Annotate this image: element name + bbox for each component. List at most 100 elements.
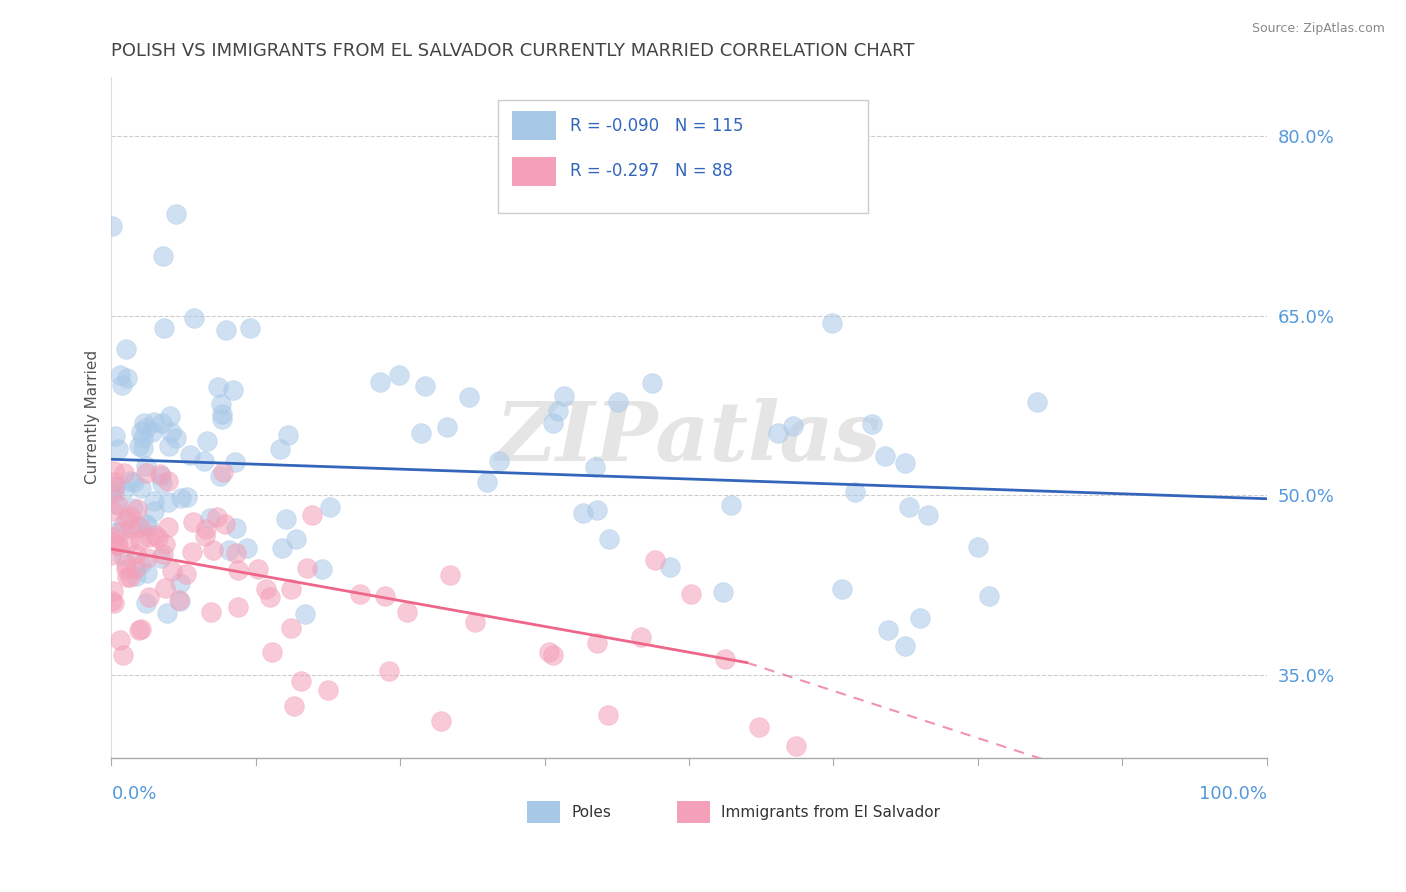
Point: [247, 562, 270, 576]
Point: [159, 409, 181, 423]
Point: [136, 566, 159, 580]
Point: [129, 557, 152, 571]
Point: [156, 474, 179, 488]
Point: [141, 425, 163, 439]
Point: [176, 491, 198, 505]
Point: [104, 497, 127, 511]
Point: [644, 552, 666, 566]
Point: [214, 323, 236, 337]
Point: [260, 645, 283, 659]
Point: [200, 606, 222, 620]
Point: [218, 543, 240, 558]
Point: [100, 219, 122, 233]
Point: [167, 592, 190, 607]
Point: [284, 532, 307, 546]
Point: [117, 535, 139, 549]
Text: R = -0.090   N = 115: R = -0.090 N = 115: [569, 117, 744, 135]
Point: [225, 520, 247, 534]
Point: [169, 575, 191, 590]
Point: [111, 549, 134, 563]
Point: [107, 498, 129, 512]
Point: [169, 594, 191, 608]
Text: R = -0.297   N = 88: R = -0.297 N = 88: [569, 162, 733, 180]
Point: [135, 466, 157, 480]
Point: [488, 454, 510, 468]
Point: [269, 442, 291, 456]
Point: [207, 379, 229, 393]
Point: [136, 550, 159, 565]
Point: [295, 560, 318, 574]
Point: [967, 540, 990, 554]
Point: [1026, 395, 1049, 409]
Point: [136, 519, 159, 533]
Point: [103, 596, 125, 610]
Point: [319, 500, 342, 514]
Point: [124, 547, 146, 561]
Point: [413, 379, 436, 393]
Point: [115, 562, 138, 576]
Text: 0.0%: 0.0%: [111, 786, 157, 804]
Point: [280, 582, 302, 596]
Point: [135, 516, 157, 531]
Point: [110, 524, 132, 538]
FancyBboxPatch shape: [512, 112, 557, 140]
Point: [149, 467, 172, 481]
Point: [105, 524, 128, 539]
Point: [128, 623, 150, 637]
Point: [135, 596, 157, 610]
Point: [439, 567, 461, 582]
Point: [112, 483, 135, 497]
Point: [720, 498, 742, 512]
Point: [159, 425, 181, 440]
Point: [586, 636, 609, 650]
Point: [283, 698, 305, 713]
Point: [607, 395, 630, 409]
Point: [142, 494, 165, 508]
Point: [157, 495, 180, 509]
Point: [174, 566, 197, 581]
Text: POLISH VS IMMIGRANTS FROM EL SALVADOR CURRENTLY MARRIED CORRELATION CHART: POLISH VS IMMIGRANTS FROM EL SALVADOR CU…: [111, 42, 915, 60]
Point: [583, 459, 606, 474]
Point: [120, 508, 142, 523]
FancyBboxPatch shape: [527, 801, 560, 823]
Point: [179, 448, 201, 462]
Point: [160, 564, 183, 578]
Point: [877, 623, 900, 637]
Point: [125, 502, 148, 516]
Point: [127, 520, 149, 534]
Point: [128, 520, 150, 534]
Point: [368, 375, 391, 389]
Point: [111, 377, 134, 392]
Point: [301, 508, 323, 522]
Point: [200, 511, 222, 525]
Point: [782, 418, 804, 433]
Point: [129, 425, 152, 439]
Point: [153, 537, 176, 551]
Point: [211, 407, 233, 421]
Point: [541, 416, 564, 430]
Point: [152, 547, 174, 561]
Point: [112, 466, 135, 480]
Point: [142, 504, 165, 518]
Point: [149, 469, 172, 483]
Point: [131, 431, 153, 445]
Point: [115, 342, 138, 356]
Point: [641, 376, 664, 390]
Point: [430, 714, 453, 728]
Point: [598, 708, 620, 723]
Point: [115, 570, 138, 584]
Point: [201, 542, 224, 557]
Point: [224, 455, 246, 469]
Point: [138, 591, 160, 605]
Point: [135, 421, 157, 435]
Point: [117, 512, 139, 526]
Point: [103, 429, 125, 443]
Point: [150, 475, 173, 490]
Point: [125, 560, 148, 574]
Point: [290, 673, 312, 688]
Point: [860, 417, 883, 431]
Point: [152, 249, 174, 263]
Point: [105, 538, 128, 552]
Point: [211, 397, 233, 411]
Point: [349, 586, 371, 600]
